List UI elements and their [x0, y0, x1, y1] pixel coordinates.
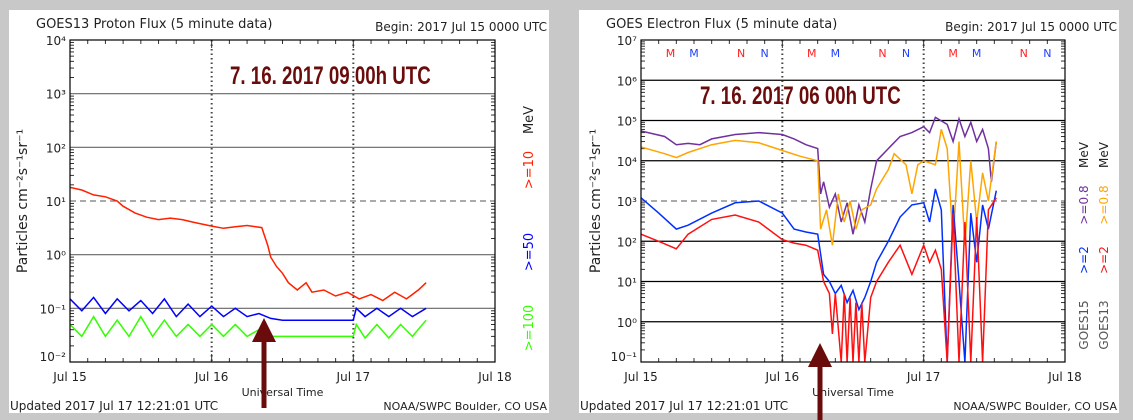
x-tick-label: Jul 18: [477, 370, 512, 384]
mn-marker: M: [666, 47, 676, 60]
series-line-2: [641, 188, 998, 362]
updated-time: Updated 2017 Jul 17 12:21:01 UTC: [580, 399, 788, 413]
x-tick-label: Jul 16: [765, 370, 800, 384]
y-tick-label: 10⁴: [46, 34, 66, 48]
annotation-1: 7. 16. 2017 06 00h UTC: [700, 81, 901, 420]
x-axis-label: Universal Time: [242, 386, 324, 399]
annotation-text: 7. 16. 2017 09 00h UTC: [230, 61, 431, 89]
unit-label: MeV: [1097, 141, 1111, 168]
y-tick-label: 10⁶: [617, 74, 637, 88]
series-line-0: [641, 116, 998, 235]
annotation-0: 7. 16. 2017 09 00h UTC: [230, 61, 431, 408]
x-axis-label: Universal Time: [812, 386, 894, 399]
mn-marker: N: [902, 47, 910, 60]
y-tick-label: 10⁴: [617, 155, 637, 169]
series-line-3: [641, 197, 997, 362]
mn-marker: M: [972, 47, 982, 60]
plot-frame: [69, 39, 496, 363]
y-axis-label: Particles cm⁻²s⁻¹sr⁻¹: [15, 129, 31, 273]
mn-marker: M: [831, 47, 841, 60]
electron-flux-panel: GOES Electron Flux (5 minute data) Begin:…: [579, 10, 1119, 413]
mn-marker: M: [807, 47, 817, 60]
y-tick-label: 10³: [617, 195, 637, 209]
y-tick-label: 10⁻¹: [611, 350, 638, 364]
mn-marker: N: [737, 47, 745, 60]
mn-marker: M: [948, 47, 958, 60]
x-tick-label: Jul 17: [336, 370, 371, 384]
begin-time: Begin: 2017 Jul 15 0000 UTC: [375, 20, 547, 34]
legend-label: >=0.8: [1077, 185, 1091, 224]
y-tick-label: 10⁵: [617, 115, 637, 129]
x-tick-label: Jul 18: [1047, 370, 1082, 384]
y-tick-label: 10³: [46, 88, 66, 102]
satellite-label: GOES13: [1097, 300, 1111, 349]
begin-time: Begin: 2017 Jul 15 0000 UTC: [945, 20, 1117, 34]
satellite-label: GOES15: [1077, 300, 1091, 349]
mn-marker: N: [1020, 47, 1028, 60]
y-tick-label: 10¹: [46, 195, 66, 209]
y-axis-label: Particles cm⁻²s⁻¹sr⁻¹: [588, 129, 604, 273]
x-tick-label: Jul 15: [52, 370, 87, 384]
unit-label: MeV: [1077, 141, 1091, 168]
x-tick-label: Jul 15: [623, 370, 658, 384]
y-tick-label: 10¹: [617, 276, 637, 290]
legend-label: >=100: [522, 305, 537, 352]
x-tick-label: Jul 17: [906, 370, 941, 384]
updated-time: Updated 2017 Jul 17 12:21:01 UTC: [10, 399, 218, 413]
proton-flux-panel: GOES13 Proton Flux (5 minute data) Begin:…: [9, 10, 549, 413]
y-tick-label: 10⁻²: [40, 350, 67, 364]
credit-text: NOAA/SWPC Boulder, CO USA: [953, 400, 1117, 413]
mn-marker: M: [689, 47, 699, 60]
credit-text: NOAA/SWPC Boulder, CO USA: [383, 400, 547, 413]
legend-label: >=50: [522, 233, 537, 271]
legend-label: >=2: [1077, 246, 1091, 274]
x-tick-label: Jul 16: [194, 370, 229, 384]
y-tick-label: 10²: [617, 235, 637, 249]
y-tick-label: 10⁰: [617, 316, 637, 330]
y-tick-label: 10²: [46, 141, 66, 155]
arrow-up-icon: [808, 343, 832, 367]
arrow-up-icon: [252, 318, 276, 342]
mn-marker: N: [878, 47, 886, 60]
legend-label: >=10: [522, 151, 537, 189]
unit-label: MeV: [522, 106, 537, 134]
series-line-1: [70, 296, 427, 321]
y-tick-label: 10⁻¹: [40, 302, 67, 316]
chart-title: GOES13 Proton Flux (5 minute data): [36, 17, 272, 32]
series-line-2: [70, 315, 427, 340]
chart-title: GOES Electron Flux (5 minute data): [606, 17, 837, 32]
series-line-0: [70, 186, 427, 302]
y-tick-label: 10⁷: [617, 34, 637, 48]
mn-marker: N: [1043, 47, 1051, 60]
legend-label: >=0.8: [1097, 185, 1111, 224]
mn-marker: N: [761, 47, 769, 60]
plot-frame: [640, 39, 1066, 363]
y-tick-label: 10⁰: [46, 249, 66, 263]
panel-background: [9, 10, 549, 413]
legend-label: >=2: [1097, 246, 1111, 274]
series-line-1: [641, 129, 998, 246]
annotation-text: 7. 16. 2017 06 00h UTC: [700, 81, 901, 109]
